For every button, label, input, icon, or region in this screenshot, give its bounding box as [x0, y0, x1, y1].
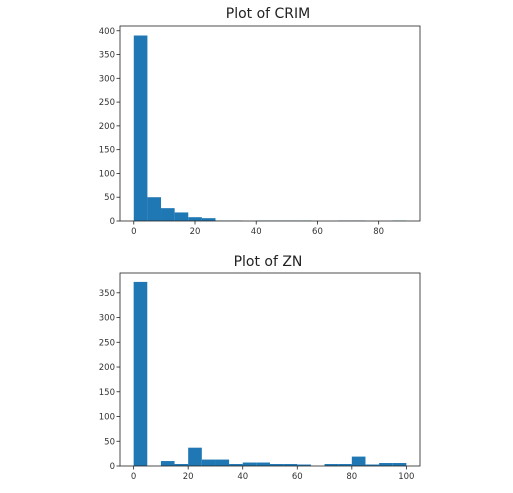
histogram-bar	[215, 459, 230, 466]
y-tick-label: 300	[99, 314, 115, 324]
histogram-bar	[256, 462, 270, 466]
histogram-bar	[174, 464, 189, 466]
x-tick-label: 60	[292, 472, 303, 482]
y-tick-label: 50	[104, 193, 115, 203]
histogram-bar	[297, 464, 311, 466]
y-tick-label: 100	[99, 169, 115, 179]
x-tick-label: 60	[312, 227, 323, 237]
histogram-bar	[133, 35, 148, 222]
histogram-bar	[161, 208, 175, 221]
y-tick-label: 300	[99, 74, 115, 84]
y-tick-label: 0	[110, 217, 115, 227]
histogram-bar	[365, 464, 380, 466]
y-tick-label: 0	[110, 462, 115, 472]
x-tick-label: 80	[373, 227, 384, 237]
histogram-bar	[201, 218, 216, 221]
x-tick-label: 20	[190, 227, 201, 237]
axes-frame	[119, 25, 421, 222]
histogram-bar	[351, 456, 366, 466]
axes-frame	[119, 272, 421, 467]
histogram-bar	[392, 463, 407, 466]
histogram-bar	[229, 464, 243, 466]
y-tick-label: 400	[99, 27, 115, 37]
y-tick-label: 200	[99, 122, 115, 132]
y-tick-label: 350	[99, 51, 115, 61]
histogram-bar	[201, 459, 216, 466]
histogram-bar	[147, 197, 162, 221]
x-tick-label: 80	[346, 472, 357, 482]
chart-title: Plot of CRIM	[226, 6, 311, 22]
y-tick-label: 200	[99, 363, 115, 373]
zn-histogram: Plot of ZN 0 20 40 60 80 100 0 50 100 150 200 250 30…	[99, 254, 421, 482]
y-tick-label: 100	[99, 413, 115, 423]
y-tick-label: 250	[99, 98, 115, 108]
y-tick-label: 150	[99, 146, 115, 156]
histogram-bar	[160, 461, 175, 466]
chart-title: Plot of ZN	[234, 254, 303, 270]
y-tick-label: 250	[99, 338, 115, 348]
histogram-bar	[188, 217, 202, 221]
histogram-bar	[242, 462, 257, 466]
x-tick-label: 0	[131, 227, 136, 237]
histogram-bar	[270, 464, 284, 466]
histogram-bar	[379, 463, 393, 466]
histogram-bar	[133, 281, 148, 466]
histogram-bar	[283, 464, 298, 466]
histogram-bar	[188, 447, 202, 466]
y-tick-label: 50	[104, 437, 115, 447]
crim-histogram: Plot of CRIM 0 20 40 60 80 0 50 100 150 200 250 300…	[99, 6, 421, 237]
y-tick-label: 350	[99, 289, 115, 299]
y-tick-label: 150	[99, 388, 115, 398]
histogram-bar	[174, 212, 189, 221]
x-tick-label: 100	[398, 472, 414, 482]
histogram-bar	[338, 464, 352, 466]
x-tick-label: 20	[183, 472, 194, 482]
x-tick-label: 40	[237, 472, 248, 482]
histogram-bar	[324, 464, 339, 466]
x-tick-label: 40	[251, 227, 262, 237]
x-tick-label: 0	[131, 472, 136, 482]
